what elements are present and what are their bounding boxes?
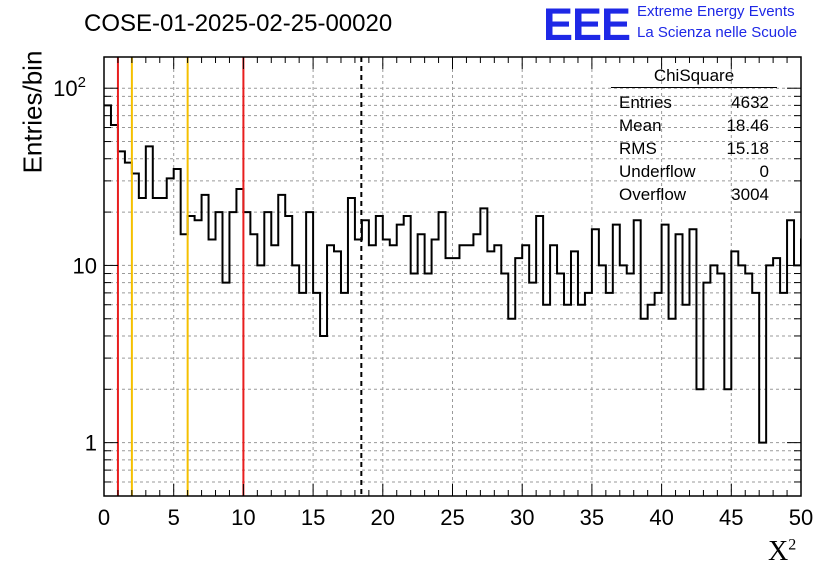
stats-value: 0 xyxy=(759,162,769,181)
stats-row-underflow: Underflow 0 xyxy=(611,160,777,183)
stats-label: Entries xyxy=(619,93,672,112)
stats-label: Underflow xyxy=(619,162,696,181)
stats-row-rms: RMS 15.18 xyxy=(611,137,777,160)
stats-title: ChiSquare xyxy=(611,66,777,88)
x-tick-label: 35 xyxy=(580,505,604,530)
x-tick-label: 5 xyxy=(168,505,180,530)
y-tick-label: 1 xyxy=(85,431,97,456)
stats-row-overflow: Overflow 3004 xyxy=(611,183,777,206)
stats-value: 15.18 xyxy=(726,139,769,158)
x-tick-label: 25 xyxy=(440,505,464,530)
eee-logo: EEE xyxy=(543,0,631,50)
chart-title: COSE-01-2025-02-25-00020 xyxy=(84,10,393,37)
stats-label: RMS xyxy=(619,139,657,158)
x-tick-label: 40 xyxy=(649,505,673,530)
x-tick-label: 30 xyxy=(510,505,534,530)
x-axis-label: X2 xyxy=(768,536,797,567)
x-tick-label: 20 xyxy=(371,505,395,530)
stats-label: Mean xyxy=(619,116,662,135)
stats-row-entries: Entries 4632 xyxy=(611,91,777,114)
x-tick-label: 10 xyxy=(231,505,255,530)
stats-row-mean: Mean 18.46 xyxy=(611,114,777,137)
stats-value: 4632 xyxy=(731,93,769,112)
x-tick-label: 50 xyxy=(789,505,813,530)
y-tick-label: 102 xyxy=(53,74,86,101)
stats-value: 3004 xyxy=(731,185,769,204)
y-tick-label: 10 xyxy=(73,253,97,278)
x-tick-label: 15 xyxy=(301,505,325,530)
stats-label: Overflow xyxy=(619,185,687,204)
stats-box: ChiSquare Entries 4632 Mean 18.46 RMS 15.18… xyxy=(611,66,777,206)
stats-value: 18.46 xyxy=(726,116,769,135)
x-tick-label: 0 xyxy=(98,505,110,530)
x-tick-label: 45 xyxy=(719,505,743,530)
histogram-series xyxy=(104,104,801,444)
brand-line-2: La Scienza nelle Scuole xyxy=(637,24,798,41)
brand-line-1: Extreme Energy Events xyxy=(637,3,795,20)
